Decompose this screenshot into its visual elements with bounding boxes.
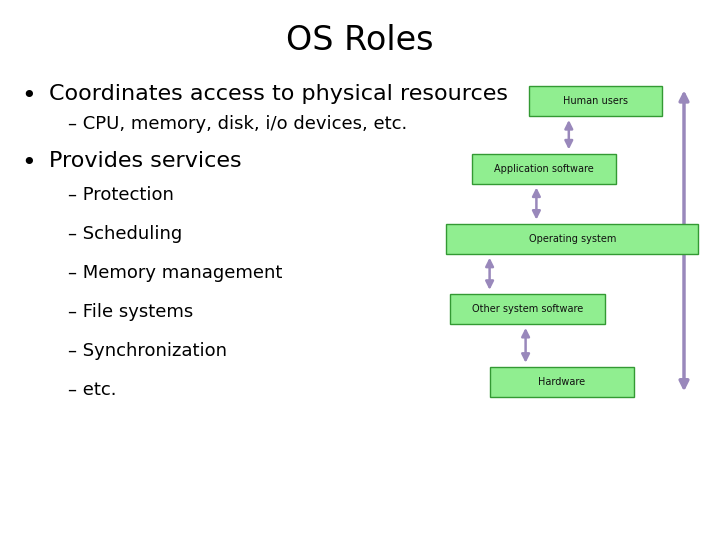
FancyBboxPatch shape xyxy=(490,367,634,397)
FancyBboxPatch shape xyxy=(450,294,605,324)
Text: OS Roles: OS Roles xyxy=(287,24,433,57)
FancyBboxPatch shape xyxy=(446,224,698,254)
Text: Coordinates access to physical resources: Coordinates access to physical resources xyxy=(49,84,508,104)
Text: Operating system: Operating system xyxy=(528,234,616,244)
Text: – Protection: – Protection xyxy=(68,186,174,204)
Text: Human users: Human users xyxy=(563,96,629,106)
Text: – Scheduling: – Scheduling xyxy=(68,225,183,243)
Text: Application software: Application software xyxy=(494,164,593,174)
Text: Hardware: Hardware xyxy=(538,377,585,387)
Text: •: • xyxy=(22,151,36,175)
Text: – File systems: – File systems xyxy=(68,303,194,321)
Text: – Memory management: – Memory management xyxy=(68,264,283,282)
Text: •: • xyxy=(22,84,36,107)
Text: – CPU, memory, disk, i/o devices, etc.: – CPU, memory, disk, i/o devices, etc. xyxy=(68,115,408,133)
FancyBboxPatch shape xyxy=(472,154,616,184)
Text: – etc.: – etc. xyxy=(68,381,117,399)
Text: Provides services: Provides services xyxy=(49,151,242,171)
FancyBboxPatch shape xyxy=(529,86,662,116)
Text: Other system software: Other system software xyxy=(472,304,583,314)
Text: – Synchronization: – Synchronization xyxy=(68,342,228,360)
